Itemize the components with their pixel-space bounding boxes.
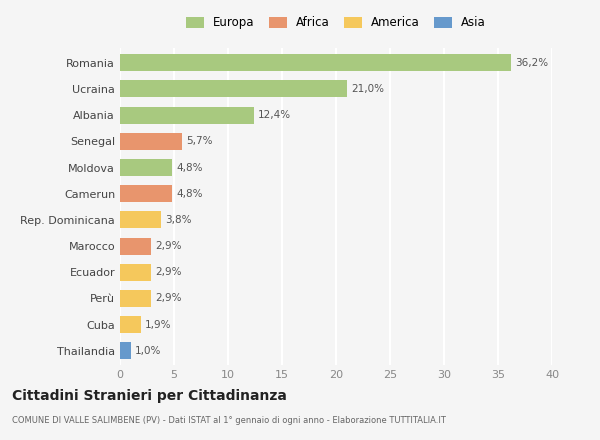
Text: 21,0%: 21,0% [351,84,384,94]
Text: 3,8%: 3,8% [166,215,192,225]
Text: 36,2%: 36,2% [515,58,548,68]
Bar [120,159,172,176]
Bar [120,211,161,228]
Text: 5,7%: 5,7% [186,136,212,147]
Bar [120,342,131,359]
Bar [120,81,347,98]
Text: Cittadini Stranieri per Cittadinanza: Cittadini Stranieri per Cittadinanza [12,389,287,403]
Text: 1,9%: 1,9% [145,319,172,330]
Text: 4,8%: 4,8% [176,189,203,199]
Bar [120,185,172,202]
Text: 1,0%: 1,0% [135,346,161,356]
Bar [120,290,151,307]
Bar [120,264,151,281]
Text: 2,9%: 2,9% [155,293,182,304]
Bar [120,133,182,150]
Text: 12,4%: 12,4% [258,110,292,120]
Bar [120,54,511,71]
Text: 2,9%: 2,9% [155,241,182,251]
Legend: Europa, Africa, America, Asia: Europa, Africa, America, Asia [186,16,486,29]
Bar [120,316,140,333]
Bar [120,238,151,255]
Text: 4,8%: 4,8% [176,162,203,172]
Text: 2,9%: 2,9% [155,267,182,277]
Text: COMUNE DI VALLE SALIMBENE (PV) - Dati ISTAT al 1° gennaio di ogni anno - Elabora: COMUNE DI VALLE SALIMBENE (PV) - Dati IS… [12,416,446,425]
Bar [120,106,254,124]
